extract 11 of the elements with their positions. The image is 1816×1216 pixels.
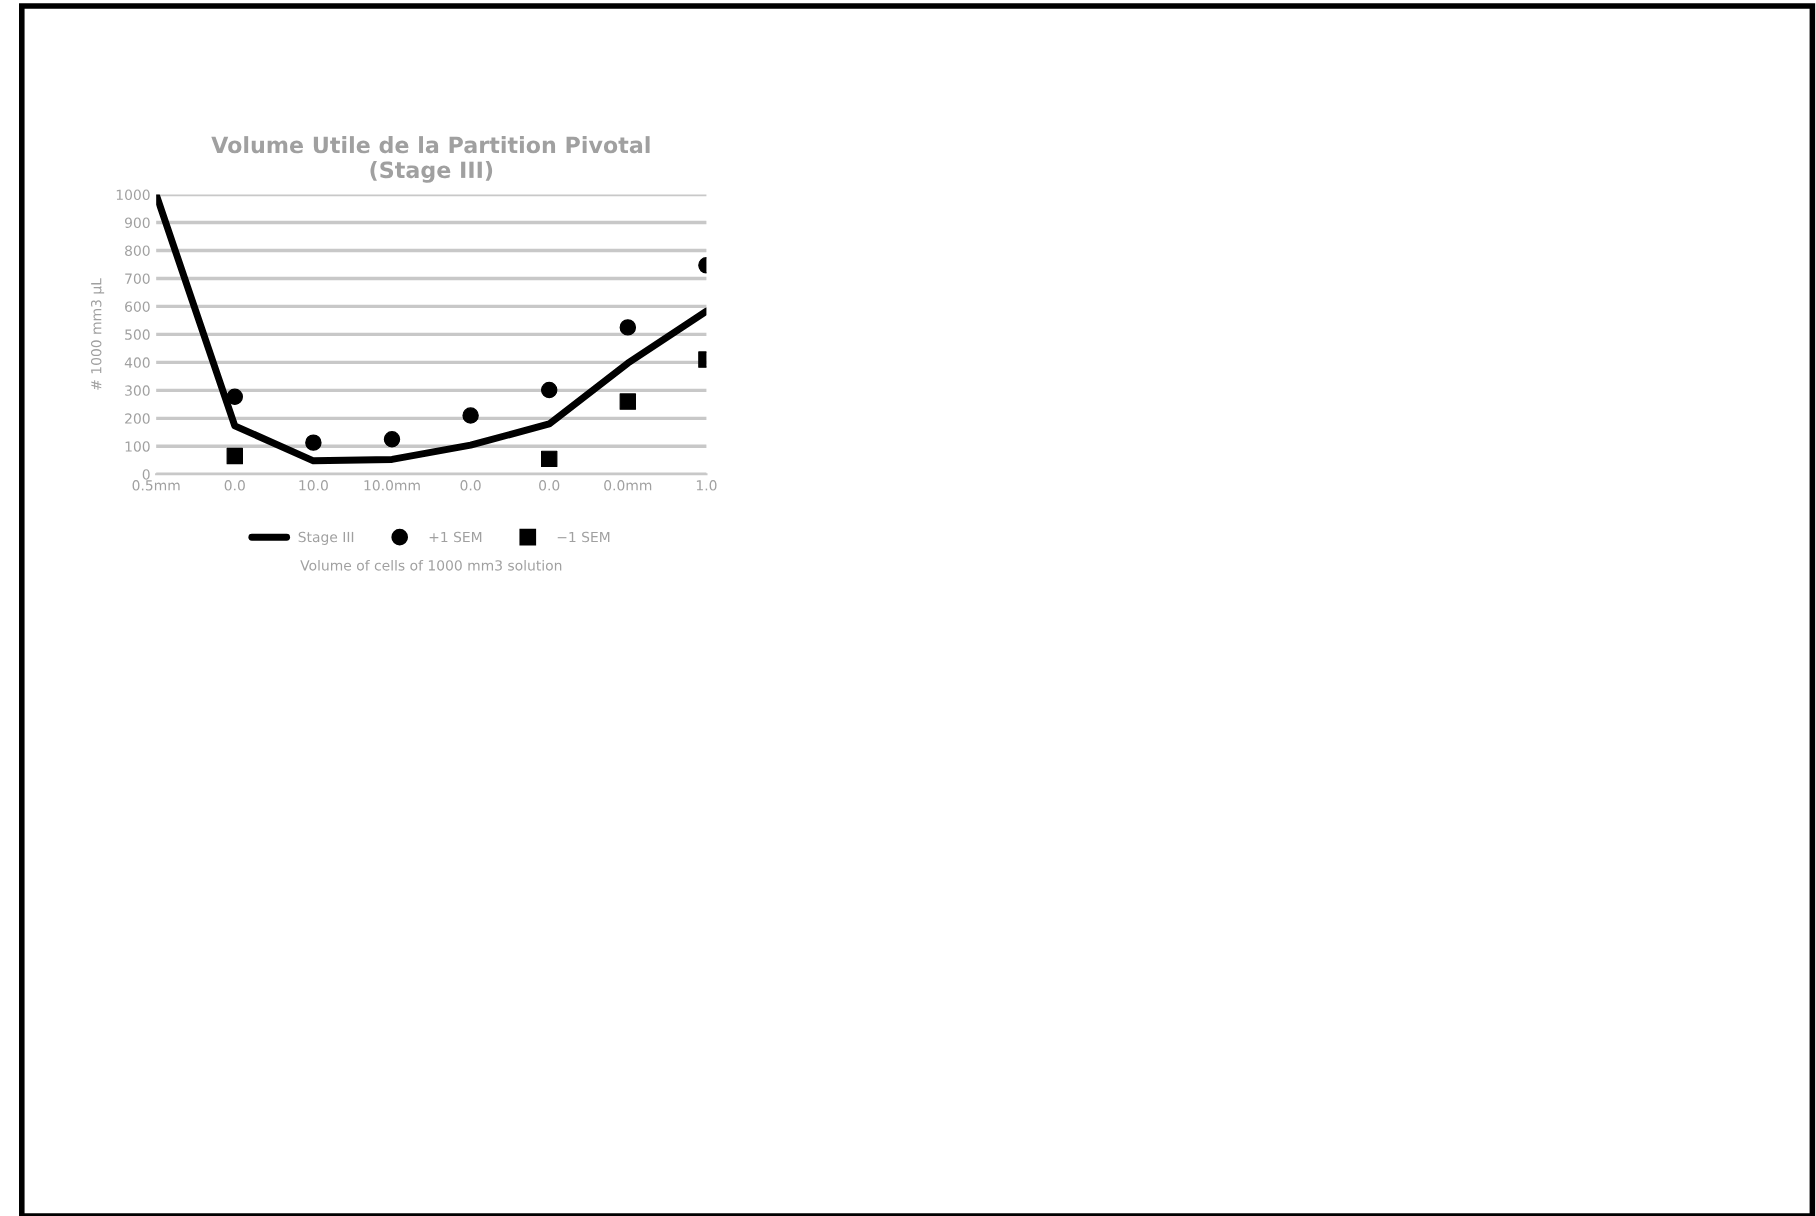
point [540,450,558,468]
point [462,407,479,424]
point [305,434,322,451]
line-series [156,194,707,465]
point [619,319,637,336]
point [619,393,637,410]
point [383,431,401,448]
point [226,388,243,405]
point [540,381,558,399]
chart-title: Volume Utile de la Partition Pivotal (Stage III) [211,136,650,183]
point [226,447,243,465]
